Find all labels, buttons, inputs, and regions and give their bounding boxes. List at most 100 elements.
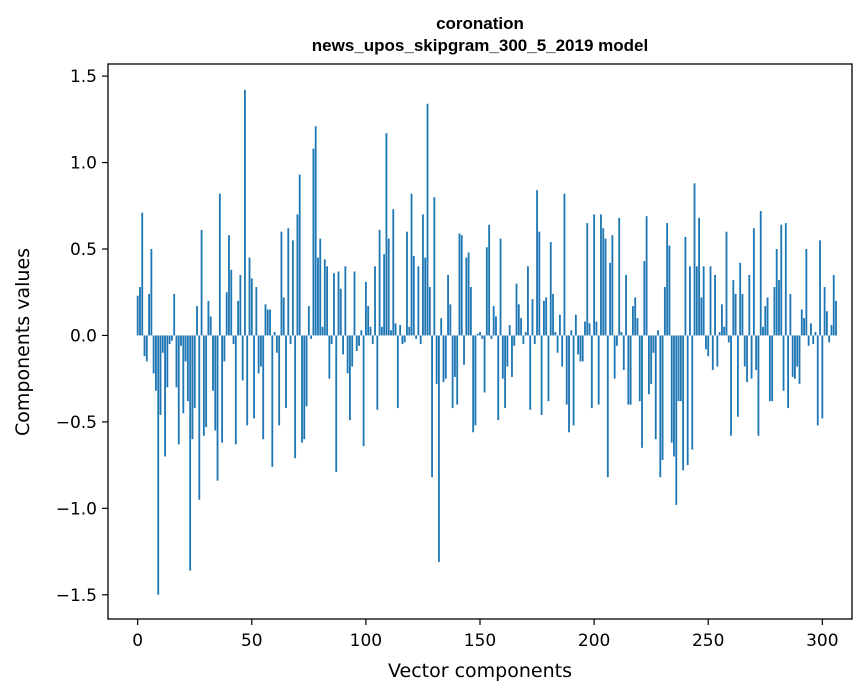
bar: [768, 335, 771, 402]
bar: [451, 335, 454, 409]
y-tick-label: −0.5: [56, 413, 97, 433]
bar: [499, 238, 502, 336]
bar: [766, 297, 769, 336]
bar: [736, 335, 739, 417]
bar: [584, 321, 586, 336]
x-tick-label: 200: [578, 631, 610, 651]
bar: [323, 259, 326, 336]
bar: [798, 335, 801, 384]
bar: [552, 293, 554, 336]
bar: [622, 335, 625, 371]
bar: [212, 335, 214, 391]
bar: [403, 335, 406, 343]
bar: [593, 214, 596, 336]
bar: [645, 216, 648, 336]
bar: [353, 271, 356, 336]
bar: [230, 269, 233, 336]
x-tick-label: 50: [241, 631, 263, 651]
bar: [629, 335, 632, 405]
bar: [586, 223, 589, 336]
bar: [456, 335, 459, 405]
bar: [380, 326, 383, 336]
bar: [746, 335, 748, 383]
x-tick-label: 300: [806, 631, 838, 651]
bar: [638, 335, 641, 402]
bar: [609, 262, 611, 336]
x-tick-label: 250: [692, 631, 724, 651]
bar: [390, 330, 392, 336]
bar: [182, 335, 185, 414]
bar: [597, 335, 600, 405]
bar: [408, 326, 411, 336]
bar: [266, 309, 269, 336]
bar: [280, 231, 283, 336]
bar: [682, 335, 685, 471]
bar: [663, 287, 666, 336]
bar: [385, 133, 388, 336]
bar: [342, 335, 344, 355]
bar: [636, 318, 639, 336]
bar: [632, 306, 634, 336]
bar: [625, 274, 627, 336]
bar: [812, 335, 815, 345]
bar: [458, 233, 461, 336]
bar: [422, 214, 424, 336]
bar: [780, 224, 783, 336]
bar: [796, 335, 799, 367]
bar: [705, 335, 707, 350]
bar: [689, 266, 691, 336]
bar: [693, 183, 696, 336]
bar: [269, 309, 271, 336]
bar: [506, 335, 509, 367]
bar: [504, 335, 507, 409]
bar: [394, 323, 397, 336]
bar: [170, 335, 173, 341]
bar: [723, 326, 726, 336]
bar: [426, 103, 429, 336]
bar: [789, 293, 792, 336]
bar: [702, 266, 705, 336]
bar: [714, 274, 716, 336]
bar: [152, 335, 155, 374]
bar: [180, 335, 182, 346]
bar: [424, 257, 427, 336]
bar: [787, 335, 790, 409]
bar: [440, 318, 443, 336]
bar: [282, 297, 285, 336]
bar: [513, 335, 516, 346]
bar: [641, 335, 643, 448]
bar: [161, 335, 164, 353]
y-axis-label: Components values: [12, 248, 34, 436]
bar: [739, 262, 742, 336]
bar: [691, 335, 694, 450]
bar: [819, 240, 821, 336]
bar: [278, 335, 281, 426]
bar: [568, 335, 570, 433]
bar: [317, 257, 319, 336]
bar: [374, 266, 376, 336]
bar: [376, 335, 379, 410]
bar: [205, 335, 208, 428]
y-tick-label: 0.0: [70, 326, 97, 346]
bar: [463, 335, 465, 365]
bar: [198, 335, 201, 500]
bar: [764, 306, 767, 336]
bar: [483, 335, 486, 393]
bar: [291, 240, 294, 336]
bar: [209, 316, 212, 336]
bar: [800, 309, 803, 336]
bar: [218, 193, 221, 336]
bar: [207, 300, 210, 336]
bar: [173, 293, 176, 336]
bar: [558, 314, 561, 336]
bar: [371, 335, 374, 345]
bar: [234, 335, 237, 445]
bar: [479, 331, 481, 336]
bar: [497, 335, 500, 421]
bar: [239, 274, 242, 336]
bar: [186, 335, 189, 402]
bar: [287, 228, 290, 336]
x-axis-label: Vector components: [388, 660, 572, 682]
bar-series: [136, 89, 837, 595]
bar: [419, 335, 422, 345]
